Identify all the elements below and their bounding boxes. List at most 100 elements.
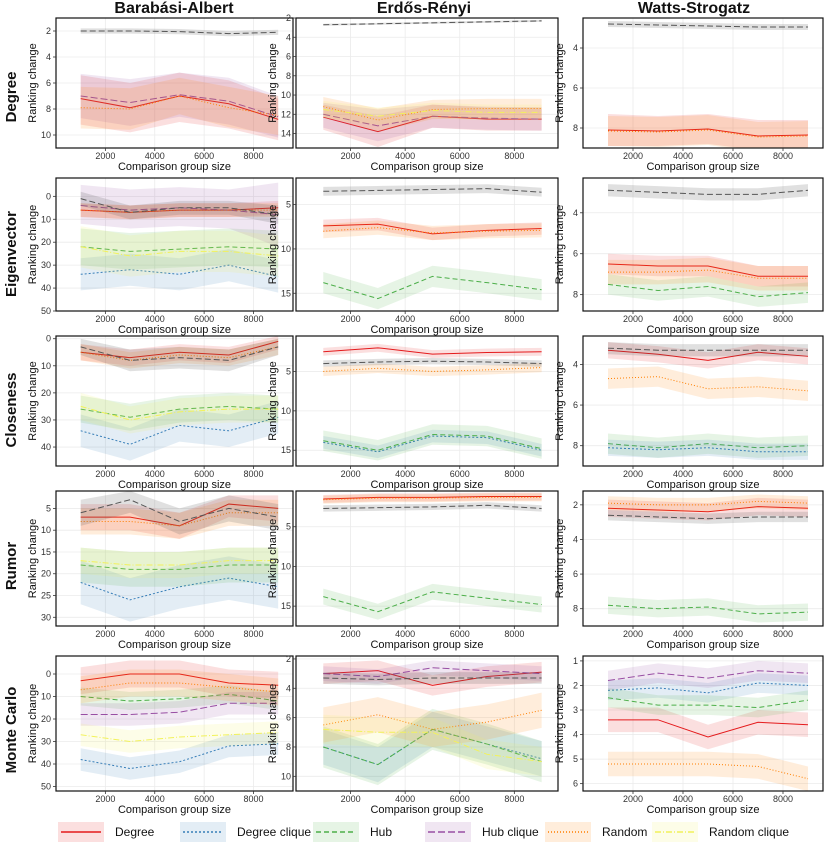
x-axis-label: Comparison group size <box>118 161 231 173</box>
line-degree <box>608 719 809 738</box>
y-tick-label: 8 <box>573 123 578 133</box>
band-random <box>608 257 808 291</box>
band-hub-clique <box>80 692 279 726</box>
line-hub <box>607 604 809 615</box>
x-axis-label: Comparison group size <box>370 639 483 651</box>
plot-border <box>295 335 559 467</box>
line-degree <box>607 128 809 137</box>
panel-eigenvector-watts-strogatz: 2000 4000 6000 8000 4 6 8 Comparison group size… <box>554 177 824 336</box>
x-tick-label: 8000 <box>773 314 793 324</box>
line-hub <box>323 433 542 451</box>
y-tick-label: 10 <box>41 525 51 535</box>
series-layer <box>607 494 809 623</box>
panel-rumor-watts-strogatz: 2000 4000 6000 8000 2 4 6 8 Comparison group siz… <box>554 490 824 651</box>
line-degree <box>80 503 279 527</box>
x-tick-label: 4000 <box>145 794 165 804</box>
band-degree-clique <box>80 732 279 780</box>
y-tick-label: 30 <box>41 612 51 622</box>
y-tick-label: 10 <box>281 406 291 416</box>
x-tick-label: 4000 <box>145 629 165 639</box>
y-tick-label: 20 <box>41 388 51 398</box>
y-tick-label: 5 <box>286 522 291 532</box>
plot-border <box>295 655 559 792</box>
y-axis-label: Ranking change <box>267 205 279 285</box>
y-tick-label: 4 <box>573 534 578 544</box>
y-tick-label: 40 <box>41 759 51 769</box>
band-random <box>608 366 808 401</box>
line-random <box>607 129 809 138</box>
band-hub <box>323 583 542 620</box>
x-tick-label: 2000 <box>341 151 361 161</box>
column-title-watts-strogatz: Watts-Strogatz <box>638 0 750 17</box>
y-tick-label: 4 <box>573 43 578 53</box>
legend-item-random-clique: Random clique <box>652 822 789 842</box>
y-tick-label: 6 <box>573 83 578 93</box>
band-degree-clique <box>323 429 542 459</box>
line-random-clique <box>80 560 279 566</box>
band-gray-reference <box>608 342 808 357</box>
x-tick-label: 2000 <box>341 794 361 804</box>
y-tick-label: 6 <box>573 249 578 259</box>
x-tick-label: 8000 <box>773 629 793 639</box>
line-hub-clique <box>607 670 809 682</box>
x-tick-label: 8000 <box>504 151 524 161</box>
line-degree-clique <box>80 264 279 278</box>
x-axis-label: Comparison group size <box>118 479 231 491</box>
panel-grid: 2000 4000 6000 8000 2 4 6 8 10 Comparison group s… <box>27 13 824 816</box>
y-tick-label: 2 <box>573 500 578 510</box>
legend-item-degree-clique: Degree clique <box>180 822 311 842</box>
panel-monte-carlo-barabasi-albert: 2000 4000 6000 8000 0 10 20 30 40 50 Comparison gr… <box>27 655 294 816</box>
y-tick-label: 12 <box>281 109 291 119</box>
y-tick-label: 8 <box>286 71 291 81</box>
x-tick-label: 4000 <box>673 629 693 639</box>
line-random <box>80 346 279 361</box>
x-tick-label: 6000 <box>450 314 470 324</box>
x-axis-label: Comparison group size <box>118 639 231 651</box>
band-hub <box>608 687 808 718</box>
y-axis-label: Ranking change <box>27 684 39 764</box>
y-tick-label: 0 <box>46 191 51 201</box>
titles: Barabási-Albert Erdős-Rényi Watts-Stroga… <box>3 0 750 773</box>
x-tick-label: 8000 <box>243 314 263 324</box>
band-gray-reference <box>80 28 279 37</box>
y-tick-label: 6 <box>46 78 51 88</box>
x-tick-label: 4000 <box>673 151 693 161</box>
legend-label: Degree clique <box>237 825 311 839</box>
y-tick-label: 30 <box>41 737 51 747</box>
x-axis-label: Comparison group size <box>118 804 231 816</box>
x-tick-label: 6000 <box>450 469 470 479</box>
line-random <box>607 376 809 392</box>
band-degree <box>608 707 808 750</box>
band-degree <box>80 660 279 699</box>
y-tick-label: 8 <box>286 742 291 752</box>
line-gray-reference <box>323 188 542 193</box>
y-axis-label: Ranking change <box>554 519 566 599</box>
x-tick-label: 6000 <box>723 794 743 804</box>
x-tick-label: 6000 <box>194 794 214 804</box>
y-tick-label: 4 <box>286 32 291 42</box>
panel-monte-carlo-watts-strogatz: 2000 4000 6000 8000 1 2 3 4 5 6 Comparison group s… <box>554 655 824 816</box>
y-tick-label: 2 <box>573 680 578 690</box>
series-layer <box>607 21 809 148</box>
x-axis-label: Comparison group size <box>646 804 759 816</box>
panel-rumor-erdos-renyi: 2000 4000 6000 8000 5 10 15 Comparison group si… <box>267 490 559 651</box>
panel-monte-carlo-erdos-renyi: 2000 4000 6000 8000 2 4 6 8 10 Comparison group s… <box>267 654 559 816</box>
legend-swatch <box>545 822 591 842</box>
band-random-clique <box>323 100 542 125</box>
line-hub <box>323 591 542 613</box>
band-gray-reference <box>323 358 542 367</box>
line-degree <box>323 223 542 235</box>
band-random-clique <box>80 547 279 579</box>
band-hub <box>608 274 808 307</box>
series-layer <box>80 336 279 461</box>
y-axis-label: Ranking change <box>554 43 566 123</box>
y-tick-label: 5 <box>286 200 291 210</box>
y-axis-label: Ranking change <box>554 361 566 441</box>
y-tick-label: 10 <box>281 561 291 571</box>
line-hub <box>80 564 279 570</box>
panel-closeness-watts-strogatz: 2000 4000 6000 8000 4 6 8 Comparison group size… <box>554 335 824 491</box>
y-tick-label: 8 <box>573 604 578 614</box>
band-degree <box>80 336 279 366</box>
x-axis-label: Comparison group size <box>370 479 483 491</box>
